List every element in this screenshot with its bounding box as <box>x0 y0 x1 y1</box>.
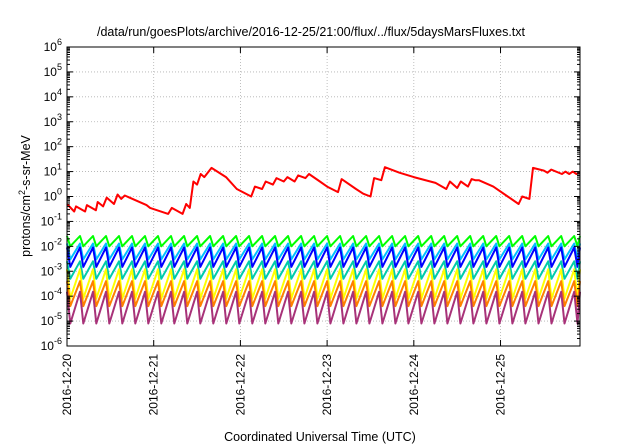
series-line <box>66 235 581 248</box>
y-tick-label: 10-1 <box>41 211 62 228</box>
axis-ticks: 10-6 10-5 10-4 10-3 10-2 10-1 100 101 102 103 104 1… <box>41 37 580 415</box>
series-line <box>66 290 581 325</box>
y-tick-label: 10-3 <box>41 261 62 278</box>
y-tick-label: 106 <box>44 37 62 54</box>
series-group <box>66 166 581 325</box>
x-tick-label: 2016-12-23 <box>320 354 334 416</box>
series-line <box>66 268 581 300</box>
y-axis-label-sup: 2 <box>17 190 27 195</box>
y-tick-label: 101 <box>44 162 62 179</box>
y-tick-label: 10-6 <box>41 336 62 353</box>
y-tick-label: 105 <box>44 62 62 79</box>
series-line <box>66 260 581 280</box>
y-axis-label-rest: -s-sr-MeV <box>19 134 33 190</box>
chart-title: /data/run/goesPlots/archive/2016-12-25/2… <box>97 25 526 39</box>
x-tick-label: 2016-12-25 <box>494 354 508 416</box>
y-tick-label: 10-4 <box>41 286 62 303</box>
series-line <box>66 246 581 268</box>
y-tick-label: 10-5 <box>41 311 62 328</box>
series-line <box>66 280 581 308</box>
series-line <box>66 166 581 215</box>
y-tick-label: 10-2 <box>41 236 62 253</box>
x-axis-label: Coordinated Universal Time (UTC) <box>224 430 416 444</box>
x-tick-label: 2016-12-22 <box>233 354 247 416</box>
x-tick-label: 2016-12-24 <box>407 354 421 416</box>
y-tick-label: 104 <box>44 87 62 104</box>
y-axis-label: protons/cm2-s-sr-MeV <box>17 134 33 256</box>
y-axis-label-base: protons/cm <box>19 195 33 257</box>
series-line <box>66 242 581 261</box>
y-tick-label: 100 <box>44 187 62 204</box>
y-tick-label: 102 <box>44 137 62 154</box>
y-tick-label: 103 <box>44 112 62 129</box>
x-tick-label: 2016-12-20 <box>60 354 74 416</box>
x-tick-label: 2016-12-21 <box>147 354 161 416</box>
